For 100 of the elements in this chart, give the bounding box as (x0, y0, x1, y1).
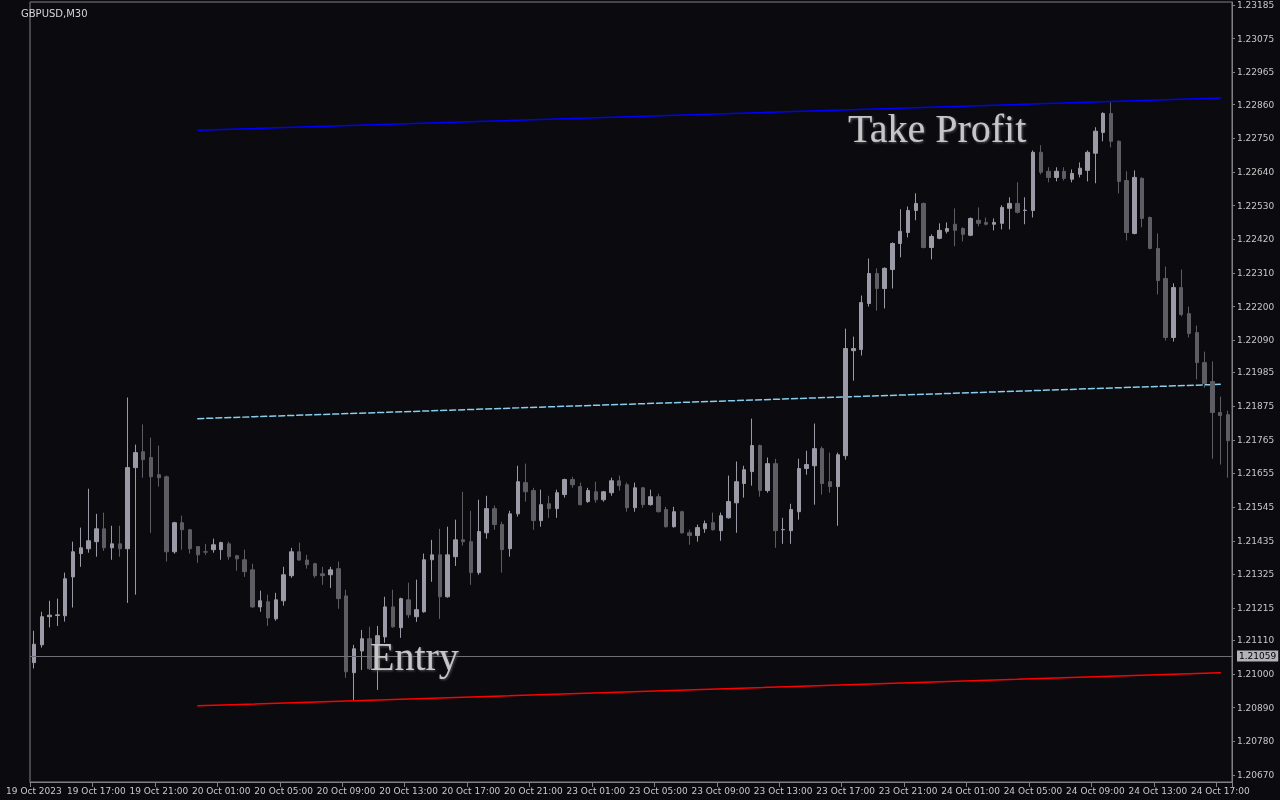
candlestick (984, 217, 988, 226)
candlestick (281, 566, 286, 607)
candlestick (320, 566, 325, 586)
candlestick (118, 525, 122, 558)
y-tick-label: 1.22965 (1237, 67, 1275, 78)
candlestick (641, 486, 645, 509)
candlestick (851, 336, 856, 382)
candlestick (196, 546, 200, 564)
candlestick (164, 475, 169, 563)
candlestick (656, 493, 661, 514)
candlestick (672, 506, 676, 529)
x-tick-label: 20 Oct 13:00 (379, 785, 439, 796)
candlestick (172, 521, 177, 555)
candlestick (1124, 170, 1129, 241)
x-tick-label: 20 Oct 21:00 (504, 785, 564, 796)
candlestick (219, 541, 223, 561)
candlestick (445, 526, 450, 599)
candlestick (961, 226, 965, 242)
candlestick (914, 192, 918, 221)
candlestick (94, 513, 99, 558)
candlestick (516, 465, 520, 518)
candlestick (297, 542, 301, 562)
candlestick (703, 520, 707, 534)
candlestick (336, 561, 341, 610)
candlestick (968, 217, 973, 237)
candlestick (1140, 176, 1144, 228)
y-tick-label: 1.21110 (1237, 635, 1275, 646)
candlestick (203, 543, 208, 556)
candlestick (1046, 166, 1051, 183)
candlestick (812, 423, 817, 506)
x-tick-label: 23 Oct 21:00 (878, 785, 938, 796)
candlestick (1202, 351, 1207, 389)
candlestick (352, 644, 356, 701)
candlestick (157, 445, 161, 488)
candlestick (867, 258, 871, 308)
candlestick (274, 592, 278, 622)
text: GBPUSD,M30 (21, 7, 88, 19)
candlestick (1148, 216, 1152, 250)
candlestick (953, 207, 957, 247)
candlestick (555, 489, 559, 519)
candlestick (882, 266, 887, 309)
x-tick-label: 24 Oct 09:00 (1066, 785, 1126, 796)
y-tick-label: 1.21655 (1237, 468, 1275, 479)
candlestick (102, 512, 106, 552)
candlestick (547, 495, 551, 519)
candlestick (313, 562, 317, 579)
candlestick (937, 222, 942, 240)
candlestick (180, 515, 184, 551)
candlestick (789, 503, 793, 545)
candlestick (570, 476, 575, 489)
candlestick (71, 541, 75, 609)
y-tick-label: 1.23075 (1237, 33, 1275, 44)
candlestick (906, 205, 910, 238)
candlestick (1015, 181, 1020, 215)
candlestick (797, 458, 801, 521)
candlestick (242, 549, 247, 578)
x-tick-label: 23 Oct 13:00 (753, 785, 813, 796)
candlestick (1023, 196, 1027, 225)
ref-line-label: 1.21059 (1239, 650, 1277, 661)
candlestick (55, 598, 60, 627)
candlestick (976, 206, 981, 227)
candlestick (929, 233, 934, 260)
x-tick-label: 23 Oct 09:00 (691, 785, 751, 796)
candlestick (125, 397, 130, 604)
candlestick (79, 527, 83, 568)
y-tick-label: 1.21875 (1237, 401, 1275, 412)
candlestick (875, 267, 879, 312)
candlestick (484, 495, 489, 540)
candlestick (1093, 126, 1098, 184)
x-tick-label: 19 Oct 17:00 (67, 785, 126, 796)
candlestick (695, 524, 700, 543)
annotation: Take Profit (848, 105, 1027, 151)
candlestick (453, 519, 458, 567)
candlestick (945, 221, 949, 234)
candlestick (422, 553, 426, 614)
candlestick (820, 445, 824, 496)
candlestick (1062, 166, 1066, 181)
candlestick (1039, 144, 1043, 175)
y-tick-label: 1.21435 (1237, 535, 1275, 546)
y-tick-label: 1.23185 (1237, 0, 1275, 11)
y-tick-label: 1.21765 (1237, 434, 1275, 445)
candlestick (1156, 232, 1160, 295)
candlestick (617, 475, 621, 492)
candlestick (391, 589, 395, 629)
candlestick (383, 596, 387, 644)
candlestick (1085, 149, 1090, 182)
candlestick (110, 525, 114, 561)
x-tick-label: 23 Oct 17:00 (816, 785, 876, 796)
candlestick (211, 538, 216, 554)
candlestick (86, 488, 91, 554)
y-tick-label: 1.22750 (1237, 133, 1275, 144)
candlestick (773, 458, 778, 549)
candlestick (523, 463, 528, 503)
candlestick (633, 482, 637, 513)
y-tick-label: 1.22640 (1237, 166, 1275, 177)
y-tick-label: 1.22860 (1237, 99, 1275, 110)
candlestick (344, 589, 348, 679)
candlestick (890, 241, 895, 290)
candlestick (492, 505, 497, 531)
candlestick (141, 423, 145, 479)
